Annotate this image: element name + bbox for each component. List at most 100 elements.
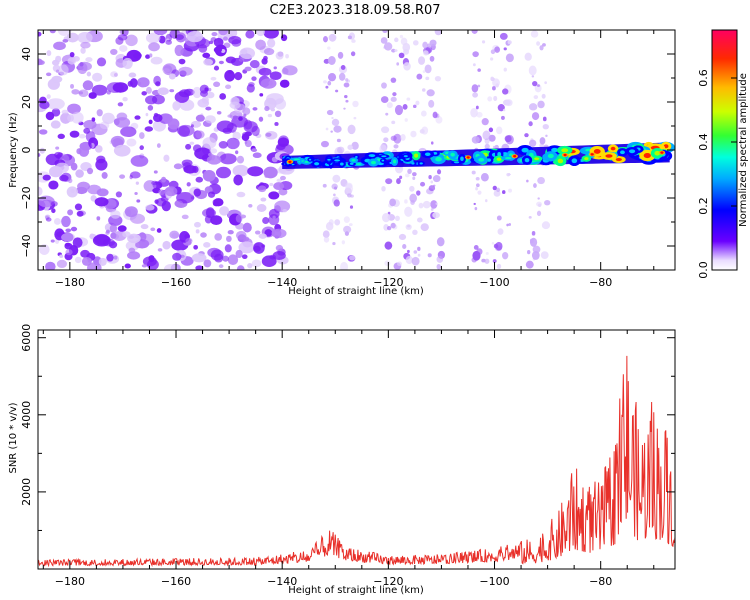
- noise-blob: [421, 110, 427, 117]
- noise-blob: [398, 52, 405, 59]
- noise-blob: [272, 251, 286, 260]
- noise-blob: [380, 96, 389, 103]
- noise-blob: [169, 89, 175, 93]
- noise-blob: [331, 183, 338, 190]
- noise-blob: [147, 105, 154, 111]
- noise-blob: [161, 200, 171, 212]
- noise-blob: [122, 96, 128, 102]
- noise-blob: [210, 76, 217, 81]
- noise-blob: [240, 48, 248, 55]
- signal-cell-core: [524, 158, 530, 163]
- noise-blob: [258, 185, 267, 193]
- noise-blob: [117, 225, 127, 232]
- noise-blob: [122, 57, 133, 69]
- noise-blob: [542, 43, 546, 47]
- spectrogram-panel: −180 −160 −140 −120 −100 −80 −40 −20 0 20 40 Heigh…: [8, 29, 676, 297]
- noise-blob: [205, 106, 212, 111]
- noise-blob: [321, 140, 329, 148]
- noise-blob: [330, 130, 333, 133]
- noise-blob: [195, 114, 205, 122]
- noise-blob: [258, 67, 272, 76]
- y-tick-label: 20: [20, 95, 33, 109]
- noise-blob: [403, 62, 411, 71]
- noise-blob: [195, 265, 204, 270]
- noise-blob: [234, 72, 243, 81]
- noise-blob: [387, 225, 392, 231]
- x-tick-label: −120: [373, 276, 403, 289]
- noise-blob: [528, 103, 538, 111]
- noise-blob: [228, 36, 242, 45]
- noise-blob: [78, 145, 90, 157]
- noise-blob: [273, 66, 277, 70]
- signal-cell-core: [403, 155, 408, 158]
- noise-blob: [135, 181, 140, 185]
- noise-blob: [67, 103, 81, 115]
- noise-blob: [404, 206, 413, 217]
- noise-blob: [74, 203, 83, 211]
- noise-blob: [350, 51, 356, 57]
- noise-blob: [394, 215, 400, 221]
- noise-blob: [343, 225, 352, 234]
- noise-blob: [172, 252, 182, 261]
- noise-blob: [474, 207, 478, 211]
- noise-blob: [424, 64, 432, 74]
- noise-blob: [384, 260, 391, 267]
- noise-blob: [336, 138, 341, 143]
- noise-blob: [207, 191, 216, 198]
- noise-blob: [434, 75, 442, 82]
- noise-blob: [147, 259, 159, 270]
- signal-cell-core: [368, 154, 376, 158]
- signal-cell-core: [584, 157, 589, 161]
- noise-blob: [429, 55, 435, 62]
- noise-blob: [95, 145, 103, 153]
- noise-blob: [174, 44, 184, 57]
- noise-blob: [322, 230, 330, 239]
- noise-blob: [155, 81, 161, 87]
- noise-blob: [186, 31, 203, 43]
- noise-blob: [134, 192, 138, 196]
- noise-blob: [536, 201, 542, 207]
- noise-blob: [381, 185, 386, 192]
- noise-blob: [525, 260, 534, 269]
- noise-blob: [539, 45, 544, 51]
- noise-blob: [64, 242, 73, 250]
- noise-blob: [430, 141, 434, 145]
- noise-blob: [279, 79, 290, 88]
- noise-blob: [145, 86, 152, 94]
- noise-blob: [400, 134, 406, 141]
- snr-panel: −180 −160 −140 −120 −100 −80 2000 4000 6000 Heig…: [8, 324, 676, 596]
- noise-blob: [120, 126, 137, 137]
- noise-blob: [38, 58, 43, 66]
- noise-blob: [213, 37, 224, 47]
- snr-frame: [37, 329, 676, 570]
- noise-blob: [178, 66, 193, 76]
- noise-blob: [235, 230, 247, 240]
- noise-blob: [268, 213, 280, 226]
- noise-blob: [139, 132, 145, 139]
- noise-blob: [275, 51, 284, 60]
- noise-blob: [125, 34, 138, 47]
- noise-blob: [53, 41, 66, 51]
- noise-blob: [54, 151, 63, 158]
- x-tick-label: −140: [267, 276, 297, 289]
- noise-blob: [429, 39, 437, 47]
- noise-blob: [148, 119, 153, 125]
- colorbar-label: Normalized spectral amplitude: [738, 73, 749, 227]
- noise-blob: [427, 253, 432, 258]
- noise-blob: [251, 125, 260, 137]
- noise-blob: [139, 145, 144, 151]
- noise-blob: [126, 138, 137, 147]
- noise-blob: [274, 122, 279, 126]
- noise-blob: [157, 87, 169, 96]
- noise-blob: [249, 60, 260, 69]
- noise-blob: [157, 248, 163, 252]
- noise-blob: [163, 65, 173, 74]
- noise-blob: [412, 104, 417, 109]
- signal-cell-core: [547, 153, 554, 159]
- noise-blob: [531, 75, 535, 78]
- noise-blob: [412, 172, 417, 177]
- noise-blob: [87, 262, 102, 270]
- signal-cell-core: [392, 159, 397, 164]
- noise-blob: [503, 47, 507, 51]
- noise-blob: [508, 223, 512, 227]
